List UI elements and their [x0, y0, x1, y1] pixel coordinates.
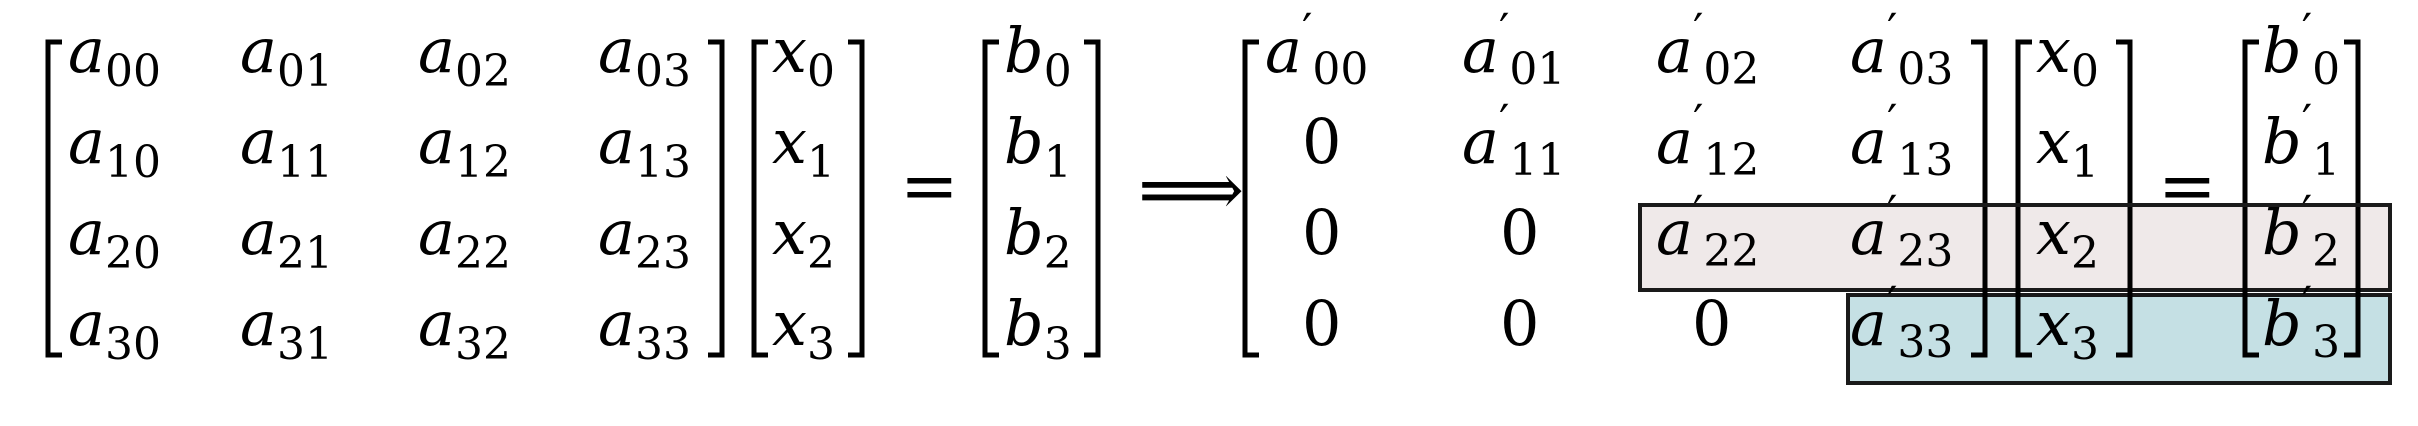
lhs-matrix-cell-22: a22 [418, 196, 511, 279]
rhs-matrix-cell-32: 0 [1692, 287, 1731, 360]
lhs-matrix-cell-32: a32 [418, 287, 511, 370]
row3-highlight-band [1846, 293, 2392, 385]
lhs-matrix-cell-21: a21 [240, 196, 333, 279]
x-vector-brackets [751, 39, 865, 358]
rhs-matrix-cell-23: a′23 [1850, 185, 1953, 277]
rhs-matrix-cell-22: a′22 [1656, 185, 1759, 277]
lhs-matrix-cell-00: a00 [68, 14, 161, 97]
rhs-matrix-cell-01: a′01 [1462, 3, 1565, 95]
lhs-matrix-cell-11: a11 [240, 105, 333, 188]
b-prime-vector-cell-1: b′1 [2262, 94, 2340, 186]
rhs-matrix-cell-02: a′02 [1656, 3, 1759, 95]
b-prime-vector-cell-3: b′3 [2262, 276, 2340, 368]
lhs-matrix-brackets [45, 39, 725, 358]
b-prime-vector-cell-2: b′2 [2262, 185, 2340, 277]
rhs-matrix-cell-10: 0 [1302, 105, 1341, 178]
rhs-matrix-cell-00: a′00 [1265, 3, 1368, 95]
x-vector-2-cell-1: x1 [2036, 105, 2099, 188]
lhs-matrix-cell-03: a03 [598, 14, 691, 97]
x-vector-cell-0: x0 [772, 14, 835, 97]
lhs-matrix-cell-01: a01 [240, 14, 333, 97]
rhs-matrix-cell-21: 0 [1500, 196, 1539, 269]
lhs-matrix-cell-13: a13 [598, 105, 691, 188]
rhs-matrix-cell-30: 0 [1302, 287, 1341, 360]
b-vector-cell-1: b1 [1004, 105, 1072, 188]
b-vector-cell-3: b3 [1004, 287, 1072, 370]
lhs-matrix-cell-02: a02 [418, 14, 511, 97]
rhs-matrix-cell-13: a′13 [1850, 94, 1953, 186]
lhs-matrix-cell-31: a31 [240, 287, 333, 370]
rhs-matrix-cell-20: 0 [1302, 196, 1341, 269]
x-vector-cell-3: x3 [772, 287, 835, 370]
lhs-matrix-cell-20: a20 [68, 196, 161, 279]
x-vector-2-cell-0: x0 [2036, 14, 2099, 97]
b-vector-cell-2: b2 [1004, 196, 1072, 279]
x-vector-cell-1: x1 [772, 105, 835, 188]
x-vector-2-cell-2: x2 [2036, 196, 2099, 279]
x-vector-2-cell-3: x3 [2036, 287, 2099, 370]
b-vector-cell-0: b0 [1004, 14, 1072, 97]
rhs-matrix-cell-31: 0 [1500, 287, 1539, 360]
b-prime-vector-cell-0: b′0 [2262, 3, 2340, 95]
b-vector-brackets [982, 39, 1101, 358]
rhs-matrix-cell-12: a′12 [1656, 94, 1759, 186]
row2-band-occluder [2152, 206, 2214, 226]
lhs-matrix-cell-10: a10 [68, 105, 161, 188]
x-vector-2-brackets [2015, 39, 2133, 358]
lhs-matrix-cell-12: a12 [418, 105, 511, 188]
rhs-matrix-cell-11: a′11 [1462, 94, 1565, 186]
implies-arrow: ⟹ [1138, 147, 1244, 233]
lhs-matrix-cell-30: a30 [68, 287, 161, 370]
x-vector-cell-2: x2 [772, 196, 835, 279]
row2-highlight-band [1638, 203, 2392, 292]
rhs-matrix-cell-03: a′03 [1850, 3, 1953, 95]
rhs-matrix-brackets [1242, 39, 1988, 358]
lhs-matrix-cell-23: a23 [598, 196, 691, 279]
equals-sign: = [900, 145, 959, 227]
rhs-matrix-cell-33: a′33 [1850, 276, 1953, 368]
lhs-matrix-cell-33: a33 [598, 287, 691, 370]
b-prime-vector-brackets [2242, 39, 2361, 358]
